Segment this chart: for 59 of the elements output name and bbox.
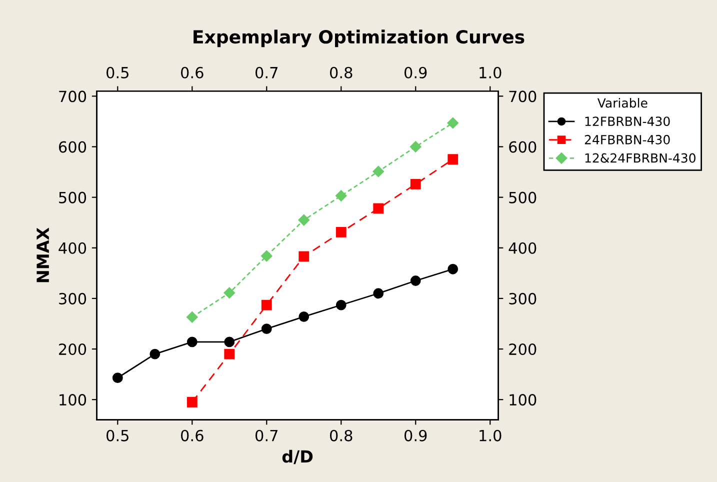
x-tick-label: 0.6 xyxy=(181,430,204,442)
point xyxy=(224,348,235,360)
point xyxy=(448,154,458,165)
point xyxy=(336,300,346,310)
y-tick-label: 300 xyxy=(59,292,86,304)
point xyxy=(410,141,422,152)
legend-title: Variable xyxy=(597,98,648,108)
x2-tick-label: 0.5 xyxy=(106,66,128,78)
point xyxy=(261,250,272,262)
y-tick-label: 100 xyxy=(60,394,86,406)
point xyxy=(186,336,198,348)
y-tick-label: 400 xyxy=(58,242,86,254)
chart-title: Expemplary Optimization Curves xyxy=(194,30,524,48)
x2-tick-label: 0.6 xyxy=(181,66,204,78)
point xyxy=(372,166,384,178)
y-axis-title: NMAX xyxy=(36,228,49,282)
x-axis-title: d/D xyxy=(282,450,313,464)
point xyxy=(186,312,198,323)
y2-tick-label: 400 xyxy=(508,242,536,254)
point xyxy=(336,226,346,238)
point xyxy=(298,251,310,262)
x2-tick-label: 0.7 xyxy=(256,66,278,78)
y2-tick-label: 200 xyxy=(509,343,536,356)
y2-tick-label: 600 xyxy=(509,141,536,153)
point xyxy=(224,336,235,348)
x-tick-label: 0.8 xyxy=(330,430,352,442)
legend-label: 12&24FBRBN-430 xyxy=(585,153,696,163)
y2-tick-label: 100 xyxy=(510,394,536,406)
x2-tick-label: 0.8 xyxy=(330,66,352,78)
y2-tick-label: 300 xyxy=(509,292,536,304)
x-tick-label: 0.5 xyxy=(106,430,128,442)
point xyxy=(298,214,310,226)
y2-tick-label: 500 xyxy=(509,192,536,204)
point xyxy=(410,276,421,286)
point xyxy=(373,288,384,299)
x2-tick-label: 1.0 xyxy=(480,66,502,78)
point xyxy=(112,372,123,384)
point xyxy=(410,178,421,190)
y-tick-label: 600 xyxy=(58,141,86,153)
legend-label: 24FBRBN-430 xyxy=(584,134,670,144)
y-tick-label: 700 xyxy=(59,90,86,102)
point xyxy=(150,348,160,360)
y2-tick-label: 700 xyxy=(509,90,536,102)
x-tick-label: 1.0 xyxy=(480,430,502,442)
x-tick-label: 0.9 xyxy=(404,430,427,442)
point xyxy=(261,300,272,310)
point xyxy=(336,190,347,202)
point xyxy=(298,311,310,322)
legend-label: 12FBRBN-430 xyxy=(585,116,670,126)
y-tick-label: 200 xyxy=(59,343,86,356)
x-tick-label: 0.7 xyxy=(256,430,278,442)
point xyxy=(186,396,198,408)
point xyxy=(261,324,272,334)
y-tick-label: 500 xyxy=(59,192,86,204)
point xyxy=(448,264,458,274)
point xyxy=(447,117,458,129)
point xyxy=(224,287,235,298)
x2-tick-label: 0.9 xyxy=(404,66,427,78)
point xyxy=(373,203,384,214)
